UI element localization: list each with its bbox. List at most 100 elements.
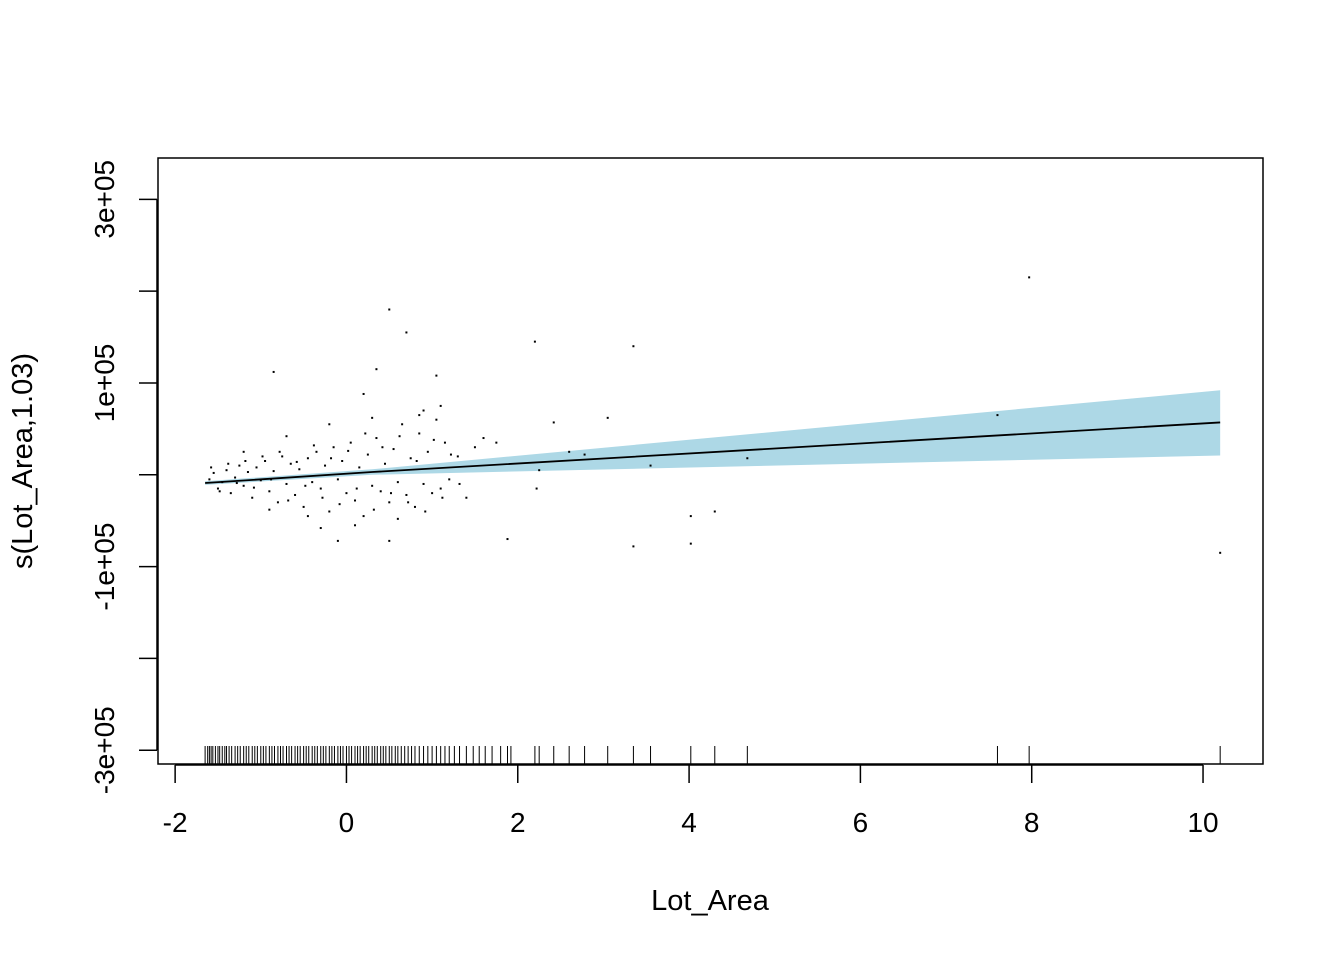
residual-point: [285, 435, 288, 438]
residual-point: [287, 499, 290, 502]
x-axis-label: Lot_Area: [651, 885, 770, 917]
residual-point: [328, 510, 331, 513]
residual-point: [533, 340, 536, 343]
smooth-line: [205, 421, 1221, 484]
residual-point: [234, 476, 237, 479]
residual-point: [252, 486, 255, 489]
residual-point: [341, 460, 344, 462]
residual-point: [362, 392, 365, 395]
residual-point: [396, 517, 399, 520]
residual-point: [298, 468, 301, 471]
residual-point: [552, 421, 555, 424]
residual-point: [388, 539, 391, 542]
residual-point: [381, 446, 384, 449]
residual-point: [689, 515, 692, 518]
partial-residual-points: [208, 276, 1222, 554]
residual-point: [268, 508, 271, 511]
residual-point: [276, 501, 279, 504]
residual-point: [336, 478, 339, 481]
residual-point: [426, 450, 429, 453]
residual-point: [281, 455, 284, 458]
residual-point: [746, 457, 749, 460]
residual-point: [439, 404, 442, 407]
residual-point: [383, 462, 386, 465]
residual-point: [235, 482, 238, 485]
residual-point: [259, 479, 262, 482]
residual-point: [401, 423, 404, 426]
residual-point: [583, 453, 586, 456]
residual-point: [1028, 276, 1031, 279]
residual-point: [456, 455, 459, 458]
residual-point: [482, 437, 485, 440]
x-tick-label: 0: [339, 807, 355, 838]
residual-point: [379, 490, 382, 493]
residual-point: [443, 441, 446, 444]
residual-point: [435, 374, 438, 377]
residual-point: [354, 499, 357, 502]
residual-point: [418, 432, 421, 435]
y-tick-label: -3e+05: [89, 706, 120, 794]
plot-frame: [157, 157, 1264, 765]
residual-point: [315, 450, 318, 453]
confidence-band: [205, 390, 1221, 485]
residual-point: [473, 446, 476, 449]
residual-point: [324, 464, 327, 467]
residual-point: [306, 457, 309, 460]
residual-point: [227, 462, 230, 465]
residual-point: [1219, 551, 1222, 554]
residual-point: [244, 460, 247, 462]
residual-point: [424, 510, 427, 513]
residual-point: [538, 469, 541, 472]
y-tick-label: -1e+05: [89, 523, 120, 611]
residual-point: [354, 524, 357, 527]
residual-point: [458, 482, 461, 485]
residual-point: [311, 481, 314, 484]
residual-point: [375, 437, 378, 440]
residual-point: [242, 450, 245, 453]
residual-point: [495, 441, 498, 444]
residual-point: [246, 471, 249, 474]
residual-point: [336, 539, 339, 542]
residual-point: [375, 368, 378, 371]
residual-point: [225, 469, 228, 472]
residual-point: [289, 462, 292, 465]
residual-point: [371, 484, 374, 487]
residual-point: [278, 450, 281, 453]
residual-point: [465, 496, 468, 499]
y-tick-label: 1e+05: [89, 344, 120, 423]
x-tick-label: 8: [1024, 807, 1040, 838]
residual-point: [229, 492, 232, 495]
x-tick-label: 2: [510, 807, 526, 838]
residual-point: [449, 453, 452, 456]
residual-point: [349, 441, 352, 444]
confidence-band-layer: [205, 390, 1221, 485]
residual-point: [208, 478, 211, 481]
residual-point: [285, 482, 288, 485]
residual-point: [330, 457, 333, 460]
residual-point: [413, 505, 416, 508]
residual-point: [338, 503, 341, 506]
residual-point: [218, 490, 221, 493]
residual-point: [304, 484, 307, 487]
residual-point: [345, 492, 348, 495]
residual-point: [372, 508, 375, 511]
residual-point: [238, 464, 241, 467]
y-axis-label: s(Lot_Area,1.03): [7, 353, 39, 569]
residual-point: [319, 527, 322, 530]
residual-point: [264, 460, 267, 462]
x-tick-label: 4: [681, 807, 697, 838]
residual-point: [398, 435, 401, 438]
residual-point: [242, 484, 245, 487]
x-axis: -2 0 2 4 6 8 10: [163, 764, 1219, 838]
residual-point: [689, 542, 692, 545]
residual-point: [996, 414, 999, 417]
residual-point: [358, 466, 361, 469]
residual-point: [713, 510, 716, 513]
residual-point: [439, 487, 442, 490]
residual-point: [415, 460, 418, 462]
y-tick-label: 3e+05: [89, 160, 120, 239]
residual-point: [364, 432, 367, 435]
residual-point: [306, 515, 309, 518]
y-axis: -3e+05 -1e+05 1e+05 3e+05: [89, 160, 158, 794]
